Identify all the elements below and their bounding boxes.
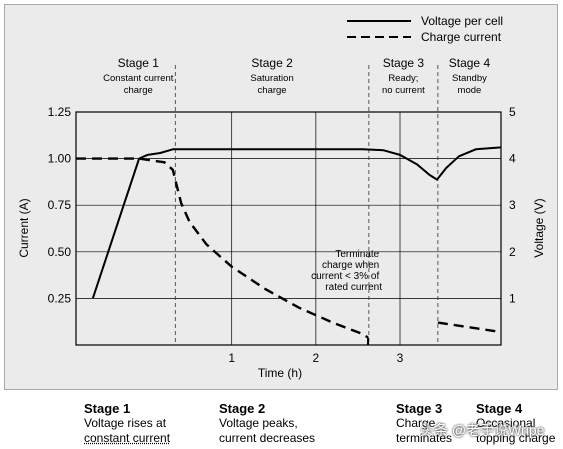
stage-description: charge — [258, 85, 287, 96]
stage-description: charge — [124, 85, 153, 96]
stage-description: Saturation — [250, 73, 293, 84]
plot-area-frame — [75, 111, 502, 346]
voltage-series-line — [91, 146, 502, 299]
stage-description: no current — [382, 85, 425, 96]
note-line: topping charge — [476, 431, 556, 445]
note-line: constant current — [84, 431, 171, 445]
stage-title: Stage 4 — [449, 56, 491, 70]
y-left-tick-label: 0.75 — [48, 198, 72, 212]
charge-stages-chart: 1 2 3 0.25 0.50 0.75 1.00 1.25 1 2 3 4 5 Stage 1 Cons… — [17, 14, 546, 380]
terminate-annotation: Terminate charge when current < 3% of ra… — [311, 249, 382, 293]
annotation-line: current < 3% of — [311, 271, 379, 282]
y-axis-left-title: Current (A) — [17, 198, 31, 257]
note-stage-1: Stage 1 Voltage rises at constant curren… — [84, 401, 170, 446]
x-axis-title: Time (h) — [258, 366, 302, 380]
stage-title: Stage 2 — [251, 56, 293, 70]
stage-title: Stage 3 — [383, 56, 425, 70]
stage-boundaries — [174, 65, 439, 345]
legend-current-label: Charge current — [421, 30, 502, 44]
series-lines — [76, 146, 502, 345]
chart-panel: 1 2 3 0.25 0.50 0.75 1.00 1.25 1 2 3 4 5 Stage 1 Cons… — [4, 4, 558, 390]
y-right-tick-label: 4 — [509, 152, 516, 166]
note-title: Stage 1 — [84, 401, 131, 416]
axis-ticks: 1 2 3 0.25 0.50 0.75 1.00 1.25 1 2 3 4 5 — [48, 105, 516, 365]
note-line: terminates — [396, 431, 453, 445]
legend-voltage-label: Voltage per cell — [421, 14, 503, 28]
x-tick-label: 1 — [228, 351, 235, 365]
annotation-line: charge when — [322, 260, 379, 271]
grid-lines — [76, 112, 501, 345]
current-series-line — [76, 157, 369, 339]
annotation-line: rated current — [325, 282, 382, 293]
note-title: Stage 2 — [219, 401, 266, 416]
note-title: Stage 4 — [476, 401, 523, 416]
y-left-tick-label: 1.00 — [48, 152, 72, 166]
note-stage-3: Stage 3 Charge terminates — [396, 401, 452, 446]
note-line: Voltage rises at — [84, 416, 167, 430]
y-left-tick-label: 0.50 — [48, 245, 72, 259]
note-stage-4: Stage 4 Occasional topping charge — [476, 401, 555, 446]
note-stage-2: Stage 2 Voltage peaks, current decreases — [219, 401, 315, 446]
stage-description: Ready; — [388, 73, 418, 84]
note-line: Charge — [396, 416, 436, 430]
y-right-tick-label: 5 — [509, 105, 516, 119]
y-left-tick-label: 1.25 — [48, 105, 72, 119]
legend: Voltage per cell Charge current — [347, 14, 503, 44]
note-line: Voltage peaks, — [219, 416, 298, 430]
y-right-tick-label: 1 — [509, 291, 516, 305]
y-right-tick-label: 3 — [509, 198, 516, 212]
note-line: Occasional — [476, 416, 536, 430]
stage-description: Constant current — [103, 73, 174, 84]
note-title: Stage 3 — [396, 401, 443, 416]
watermark: 头条 @老手说Wripe — [420, 422, 545, 438]
stage-title: Stage 1 — [118, 56, 160, 70]
stage-description: Standby — [452, 73, 487, 84]
stage-description: mode — [458, 85, 482, 96]
annotation-line: Terminate — [335, 249, 379, 260]
current-series-line-topping — [437, 321, 502, 334]
y-left-tick-label: 0.25 — [48, 291, 72, 305]
y-right-tick-label: 2 — [509, 245, 516, 259]
note-line: current decreases — [219, 431, 316, 445]
x-tick-label: 2 — [313, 351, 320, 365]
x-tick-label: 3 — [397, 351, 404, 365]
y-axis-right-title: Voltage (V) — [532, 198, 546, 257]
